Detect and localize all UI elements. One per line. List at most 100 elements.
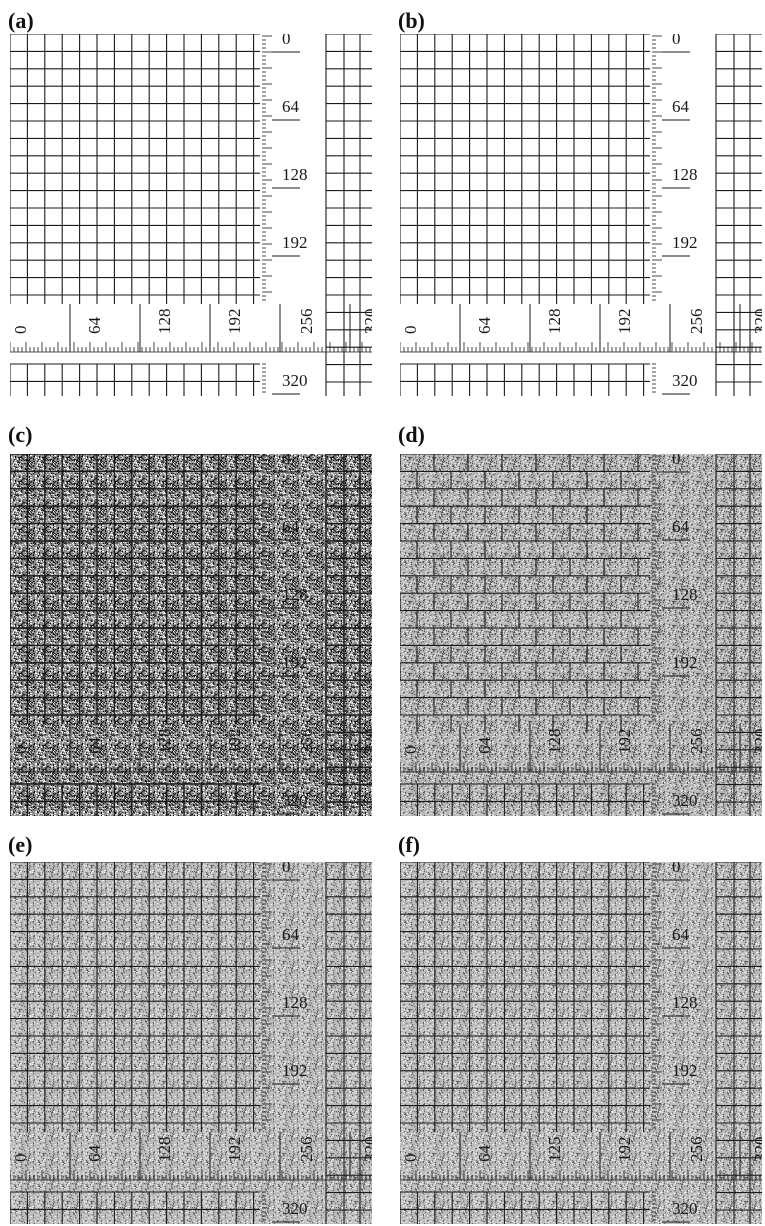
horizontal-tick-label: 256 xyxy=(687,309,706,335)
vertical-tick-label: 192 xyxy=(672,653,698,672)
grid-lines xyxy=(400,34,762,396)
panel-a-image: 0 64 128 192 320 0 64 128 192 256 320 xyxy=(10,34,372,396)
horizontal-tick-label: 256 xyxy=(297,729,316,755)
panel-background xyxy=(10,34,372,396)
vertical-tick-label: 128 xyxy=(672,165,698,184)
panel-background xyxy=(400,454,762,816)
vertical-ruler xyxy=(262,455,272,813)
vertical-tick-label: 0 xyxy=(282,34,291,48)
vertical-tick-label: 64 xyxy=(282,517,300,536)
horizontal-tick-label: 320 xyxy=(751,309,762,335)
horizontal-tick-label: 320 xyxy=(361,1137,372,1163)
vertical-tick-label: 320 xyxy=(282,371,308,390)
vertical-ruler xyxy=(652,35,662,393)
panel-f-svg: 0 64 128 192 320 0 64 125 192 256 320 xyxy=(400,862,762,1224)
panel-c-label: (c) xyxy=(8,422,33,447)
vertical-tick-label: 192 xyxy=(282,1061,308,1080)
horizontal-tick-label: 320 xyxy=(361,309,372,335)
horizontal-tick-label: 192 xyxy=(225,309,244,335)
horizontal-tick-label: 256 xyxy=(297,1137,316,1163)
vertical-tick-label: 64 xyxy=(672,97,690,116)
vertical-tick-label: 320 xyxy=(672,371,698,390)
panel-background xyxy=(10,454,372,816)
horizontal-tick-label: 0 xyxy=(11,746,30,755)
panel-a-label: (a) xyxy=(8,8,34,33)
horizontal-tick-label: 0 xyxy=(401,746,420,755)
vertical-tick-label: 192 xyxy=(672,1061,698,1080)
horizontal-tick-label: 128 xyxy=(155,729,174,755)
vertical-tick-label: 0 xyxy=(282,862,291,876)
horizontal-tick-label: 192 xyxy=(615,729,634,755)
vertical-tick-label: 64 xyxy=(282,925,300,944)
grid-lines xyxy=(10,34,372,396)
horizontal-tick-label: 125 xyxy=(545,1137,564,1163)
horizontal-tick-label: 256 xyxy=(297,309,316,335)
vertical-tick-label: 320 xyxy=(672,791,698,810)
horizontal-tick-label: 128 xyxy=(155,309,174,335)
horizontal-ruler xyxy=(400,342,762,353)
vertical-tick-label: 192 xyxy=(672,233,698,252)
vertical-tick-label: 64 xyxy=(672,517,690,536)
vertical-tick-label: 128 xyxy=(282,585,308,604)
horizontal-tick-label: 0 xyxy=(11,1154,30,1163)
grid-lines xyxy=(10,454,372,816)
vertical-ruler xyxy=(652,455,662,813)
vertical-tick-label: 0 xyxy=(672,454,681,468)
vertical-ruler xyxy=(262,35,272,393)
horizontal-tick-label: 192 xyxy=(615,309,634,335)
vertical-tick-label: 320 xyxy=(282,791,308,810)
panel-e-image: 0 64 128 192 320 0 64 128 192 256 320 xyxy=(10,862,372,1224)
horizontal-tick-label: 256 xyxy=(687,729,706,755)
vertical-tick-label: 128 xyxy=(282,993,308,1012)
horizontal-tick-label: 128 xyxy=(545,729,564,755)
panel-c-image: 0 64 128 192 320 0 64 128 192 256 320 xyxy=(10,454,372,816)
vertical-tick-label: 64 xyxy=(282,97,300,116)
panel-a-svg: 0 64 128 192 320 0 64 128 192 256 320 xyxy=(10,34,372,396)
horizontal-tick-label: 320 xyxy=(751,1137,762,1163)
vertical-tick-label: 320 xyxy=(672,1199,698,1218)
vertical-tick-label: 192 xyxy=(282,653,308,672)
grid-lines xyxy=(400,454,762,816)
horizontal-tick-label: 128 xyxy=(155,1137,174,1163)
panel-b-label: (b) xyxy=(398,8,425,33)
horizontal-tick-label: 128 xyxy=(545,309,564,335)
horizontal-tick-label: 64 xyxy=(475,737,494,755)
horizontal-tick-label: 192 xyxy=(615,1137,634,1163)
panel-c-svg: 0 64 128 192 320 0 64 128 192 256 320 xyxy=(10,454,372,816)
horizontal-tick-label: 0 xyxy=(11,326,30,335)
panel-background xyxy=(400,34,762,396)
panel-background xyxy=(10,862,372,1224)
vertical-tick-label: 128 xyxy=(672,585,698,604)
horizontal-ruler xyxy=(10,1170,372,1181)
horizontal-tick-label: 64 xyxy=(85,317,104,335)
horizontal-tick-label: 320 xyxy=(751,729,762,755)
vertical-tick-label: 128 xyxy=(672,993,698,1012)
vertical-tick-label: 320 xyxy=(282,1199,308,1218)
panel-background xyxy=(400,862,762,1224)
panel-d-svg: 0 64 128 192 320 0 64 128 192 256 320 xyxy=(400,454,762,816)
grid-lines xyxy=(10,862,372,1224)
vertical-tick-label: 128 xyxy=(282,165,308,184)
panel-d-label: (d) xyxy=(398,422,425,447)
horizontal-tick-label: 64 xyxy=(85,737,104,755)
horizontal-tick-label: 192 xyxy=(225,729,244,755)
panel-e-svg: 0 64 128 192 320 0 64 128 192 256 320 xyxy=(10,862,372,1224)
vertical-tick-label: 192 xyxy=(282,233,308,252)
panel-e-label: (e) xyxy=(8,832,33,857)
vertical-tick-label: 0 xyxy=(672,34,681,48)
panel-b-image: 0 64 128 192 320 0 64 128 192 256 320 xyxy=(400,34,762,396)
vertical-ruler xyxy=(652,863,662,1221)
horizontal-tick-label: 320 xyxy=(361,729,372,755)
grid-lines xyxy=(400,862,762,1224)
panel-d-image: 0 64 128 192 320 0 64 128 192 256 320 xyxy=(400,454,762,816)
horizontal-tick-label: 64 xyxy=(85,1145,104,1163)
panel-f-label: (f) xyxy=(398,832,420,857)
horizontal-tick-label: 256 xyxy=(687,1137,706,1163)
horizontal-tick-label: 192 xyxy=(225,1137,244,1163)
panel-b-svg: 0 64 128 192 320 0 64 128 192 256 320 xyxy=(400,34,762,396)
vertical-tick-label: 64 xyxy=(672,925,690,944)
vertical-ruler xyxy=(262,863,272,1221)
panel-f-image: 0 64 128 192 320 0 64 125 192 256 320 xyxy=(400,862,762,1224)
horizontal-tick-label: 0 xyxy=(401,326,420,335)
vertical-tick-label: 0 xyxy=(282,454,291,468)
